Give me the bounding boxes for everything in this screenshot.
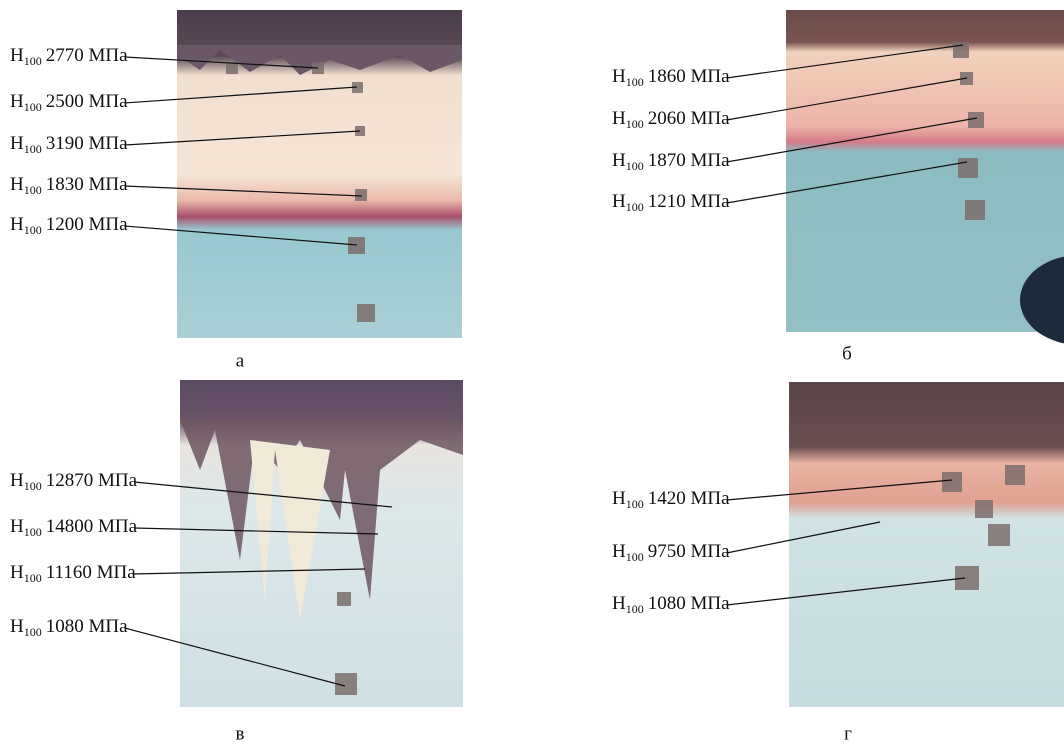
hardness-value: 11160 МПа [46,562,136,583]
hardness-label: H100 9750 МПа [612,541,730,563]
hardness-load: 100 [24,100,42,114]
hardness-label: H100 11160 МПа [10,562,136,584]
micrograph-c [180,380,463,707]
micrograph-a [177,10,462,338]
hardness-load: 100 [24,223,42,237]
hardness-label: H100 2060 МПа [612,108,730,130]
page: аH1002770 МПаH1002500 МПаH1003190 МПаH10… [0,0,1064,747]
hardness-label: H100 1200 МПа [10,214,128,236]
panel-caption: в [236,723,245,744]
hardness-label: H100 2500 МПа [10,91,128,113]
hardness-label: H100 1080 МПа [612,593,730,615]
hardness-value: 12870 МПа [46,470,138,491]
panel-caption: б [842,343,852,364]
hardness-value: 1210 МПа [648,191,730,212]
hardness-symbol: H [612,66,626,87]
hardness-label: H100 1830 МПа [10,174,128,196]
hardness-value: 2500 МПа [46,91,128,112]
hardness-load: 100 [626,602,644,616]
hardness-symbol: H [10,133,24,154]
hardness-symbol: H [10,470,24,491]
hardness-load: 100 [24,183,42,197]
hardness-load: 100 [24,142,42,156]
micrograph-b [786,10,1064,345]
hardness-value: 1830 МПа [46,174,128,195]
hardness-symbol: H [612,150,626,171]
hardness-value: 1860 МПа [648,66,730,87]
hardness-symbol: H [10,214,24,235]
hardness-load: 100 [626,117,644,131]
hardness-value: 9750 МПа [648,541,730,562]
hardness-symbol: H [10,516,24,537]
hardness-value: 1200 МПа [46,214,128,235]
hardness-symbol: H [612,191,626,212]
hardness-label: H100 2770 МПа [10,45,128,67]
hardness-symbol: H [612,541,626,562]
hardness-symbol: H [612,488,626,509]
hardness-symbol: H [10,45,24,66]
hardness-value: 1870 МПа [648,150,730,171]
hardness-value: 2060 МПа [648,108,730,129]
hardness-load: 100 [626,550,644,564]
panel-caption: а [236,350,245,371]
hardness-symbol: H [612,108,626,129]
hardness-symbol: H [612,593,626,614]
hardness-load: 100 [24,525,42,539]
hardness-load: 100 [24,54,42,68]
hardness-load: 100 [24,479,42,493]
hardness-value: 2770 МПа [46,45,128,66]
hardness-symbol: H [10,562,24,583]
hardness-value: 1080 МПа [648,593,730,614]
hardness-load: 100 [626,75,644,89]
hardness-label: H100 12870 МПа [10,470,138,492]
hardness-label: H100 1860 МПа [612,66,730,88]
micrograph-d [789,382,1064,707]
hardness-label: H100 1210 МПа [612,191,730,213]
hardness-symbol: H [10,616,24,637]
hardness-value: 1420 МПа [648,488,730,509]
hardness-value: 1080 МПа [46,616,128,637]
hardness-value: 14800 МПа [46,516,138,537]
hardness-symbol: H [10,91,24,112]
panel-caption: г [844,723,852,744]
hardness-label: H100 1420 МПа [612,488,730,510]
figure: аH1002770 МПаH1002500 МПаH1003190 МПаH10… [0,0,1064,747]
hardness-value: 3190 МПа [46,133,128,154]
hardness-load: 100 [24,571,42,585]
hardness-label: H100 1870 МПа [612,150,730,172]
hardness-label: H100 3190 МПа [10,133,128,155]
hardness-load: 100 [24,625,42,639]
hardness-load: 100 [626,159,644,173]
hardness-label: H100 14800 МПа [10,516,138,538]
hardness-load: 100 [626,200,644,214]
hardness-symbol: H [10,174,24,195]
hardness-load: 100 [626,497,644,511]
hardness-label: H100 1080 МПа [10,616,128,638]
